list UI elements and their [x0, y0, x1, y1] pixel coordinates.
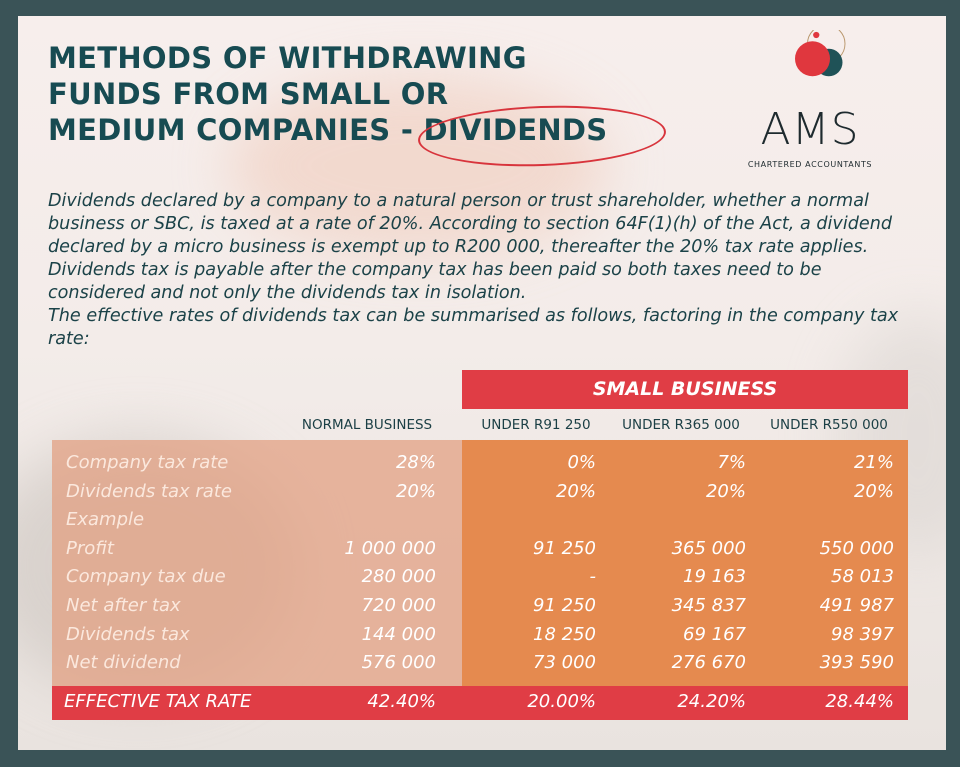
row-label: Example — [66, 509, 145, 531]
row-label: Net dividend — [66, 652, 181, 674]
small-business-header: SMALL BUSINESS — [592, 378, 778, 400]
normal-business-block — [52, 440, 462, 688]
table-cell: 393 590 — [819, 652, 894, 674]
row-label: Dividends tax — [66, 623, 190, 645]
logo-subtitle: CHARTERED ACCOUNTANTS — [747, 160, 873, 169]
logo-text: AMS — [760, 104, 860, 155]
table-cell: 21% — [853, 452, 894, 473]
paragraph-1: Dividends declared by a company to a nat… — [48, 191, 893, 303]
col-header-normal: NORMAL BUSINESS — [301, 417, 433, 433]
table-cell: 720 000 — [361, 595, 436, 616]
table-cell: 144 000 — [361, 623, 436, 645]
table-cell: 18 250 — [533, 623, 596, 645]
effective-rate-normal: 42.40% — [367, 691, 436, 712]
logo-red-dot — [795, 41, 830, 77]
title-line-3: MEDIUM COMPANIES - DIVIDENDS — [48, 113, 608, 147]
effective-rate-under-550000: 28.44% — [825, 691, 894, 712]
table-cell: 276 670 — [671, 652, 746, 674]
logo-small-dot — [813, 31, 820, 39]
col-header-under-550000: UNDER R550 000 — [770, 417, 888, 433]
table-cell: 345 837 — [671, 595, 746, 616]
table-cell: 91 250 — [533, 537, 596, 559]
table-cell: 280 000 — [361, 566, 436, 588]
col-header-under-365000: UNDER R365 000 — [622, 417, 740, 433]
table-cell: 7% — [717, 452, 746, 473]
ams-logo-icon — [795, 30, 846, 77]
effective-rate-under-365000: 24.20% — [677, 691, 746, 712]
table-cell: 1 000 000 — [344, 537, 436, 559]
table-cell: 20% — [853, 480, 894, 502]
effective-rate-under-91250: 20.00% — [527, 691, 596, 712]
intro-paragraph: Dividends declared by a company to a nat… — [48, 190, 918, 351]
table-cell: 58 013 — [831, 566, 894, 588]
row-label: Dividends tax rate — [66, 480, 232, 502]
table-cell: 20% — [555, 480, 596, 502]
table-cell: 91 250 — [533, 595, 596, 616]
table-cell: 28% — [395, 452, 436, 473]
table-cell: 69 167 — [683, 623, 746, 645]
effective-rate-label: EFFECTIVE TAX RATE — [64, 691, 252, 712]
table-cell: 73 000 — [533, 652, 596, 674]
table-cell: 491 987 — [819, 595, 894, 616]
effective-rate-band — [52, 686, 908, 720]
small-business-block — [462, 440, 908, 688]
title-line-1: METHODS OF WITHDRAWING — [48, 41, 527, 75]
table-cell: - — [589, 566, 597, 588]
row-label: Company tax due — [66, 566, 226, 588]
title-line-2: FUNDS FROM SMALL OR — [48, 77, 449, 111]
table-cell: 0% — [567, 452, 596, 473]
page-title: METHODS OF WITHDRAWING FUNDS FROM SMALL … — [48, 40, 607, 148]
table-cell: 576 000 — [361, 652, 436, 674]
table-cell: 19 163 — [683, 566, 746, 588]
row-label: Profit — [66, 537, 114, 559]
paragraph-2: The effective rates of dividends tax can… — [48, 306, 899, 349]
table-cell: 20% — [395, 480, 436, 502]
small-business-header-band — [462, 370, 908, 409]
table-cell: 550 000 — [819, 537, 894, 559]
row-label: Company tax rate — [66, 452, 229, 473]
background-blur — [228, 76, 608, 256]
col-header-under-91250: UNDER R91 250 — [481, 417, 591, 433]
table-cell: 20% — [705, 480, 746, 502]
row-label: Net after tax — [66, 595, 181, 616]
table-cell: 365 000 — [671, 537, 746, 559]
table-cell: 98 397 — [831, 623, 894, 645]
